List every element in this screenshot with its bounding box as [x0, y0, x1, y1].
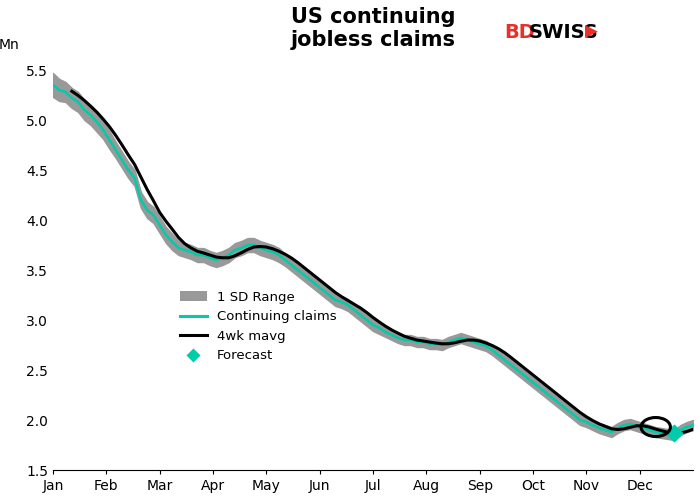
Text: SWISS: SWISS [528, 22, 598, 42]
Title: US continuing
jobless claims: US continuing jobless claims [290, 7, 456, 50]
Text: ▶: ▶ [585, 22, 598, 40]
Text: Mn: Mn [0, 38, 20, 52]
Legend: 1 SD Range, Continuing claims, 4wk mavg, Forecast: 1 SD Range, Continuing claims, 4wk mavg,… [175, 286, 342, 368]
Text: BD: BD [504, 22, 535, 42]
Point [668, 428, 680, 436]
